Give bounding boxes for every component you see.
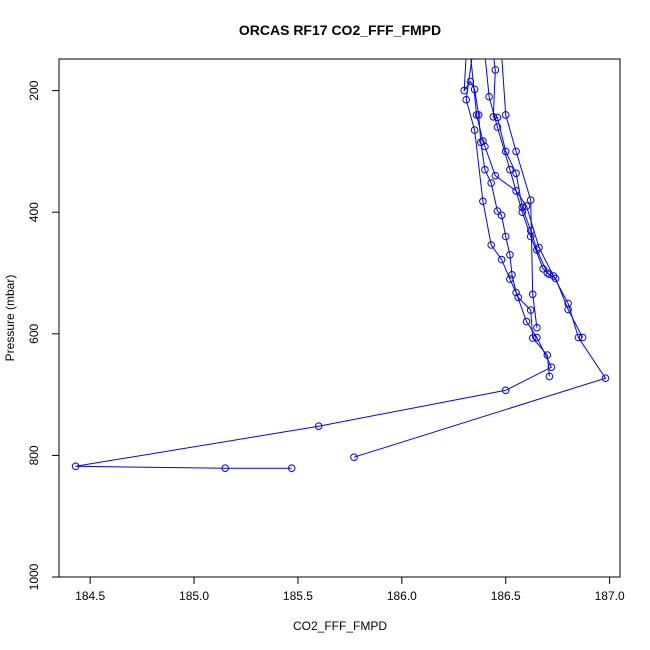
data-point — [526, 226, 535, 235]
data-point — [506, 275, 514, 283]
data-point — [543, 351, 552, 359]
y-tick-label: 400 — [27, 202, 41, 222]
data-point — [462, 95, 471, 104]
data-point — [221, 464, 229, 473]
data-point — [578, 333, 587, 342]
data-point — [493, 123, 502, 131]
data-point — [481, 165, 489, 174]
data-point — [526, 232, 535, 241]
data-point — [545, 270, 554, 279]
data-point — [491, 66, 500, 74]
data-point — [71, 462, 80, 471]
data-point — [314, 422, 323, 431]
data-point — [493, 113, 502, 122]
data-point — [481, 142, 489, 151]
x-axis: 184.5 185.0 185.5 186.0 186.5 187.0 — [75, 577, 625, 603]
x-tick-label: 187.0 — [595, 589, 625, 603]
data-point — [350, 453, 358, 462]
series-3 — [462, 59, 554, 381]
data-point — [514, 293, 523, 302]
data-point — [564, 299, 572, 308]
x-axis-label: CO2_FFF_FMPD — [293, 619, 387, 633]
data-point — [487, 179, 496, 187]
data-point — [522, 317, 531, 326]
series-line — [501, 59, 538, 328]
x-tick-label: 185.5 — [283, 589, 313, 603]
data-point — [533, 333, 541, 342]
data-point — [474, 111, 483, 119]
data-point — [522, 202, 531, 210]
data-point — [512, 169, 520, 178]
data-point — [501, 232, 510, 241]
data-point — [493, 207, 502, 215]
data-point — [501, 386, 510, 395]
data-point — [539, 265, 547, 273]
data-point — [549, 272, 558, 280]
series-line — [492, 59, 584, 338]
data-point — [491, 171, 500, 180]
data-point — [487, 241, 496, 249]
data-point — [472, 111, 481, 119]
data-point — [508, 271, 516, 279]
data-point — [501, 111, 510, 119]
data-point — [545, 372, 554, 381]
series-line — [75, 59, 553, 469]
y-tick-label: 800 — [27, 445, 41, 465]
data-point — [466, 77, 475, 86]
y-tick-label: 600 — [27, 323, 41, 343]
series-6 — [484, 59, 554, 279]
x-tick-label: 186.0 — [387, 589, 417, 603]
data-point — [479, 137, 487, 145]
series-1 — [71, 59, 556, 473]
series-5 — [501, 59, 541, 332]
data-point — [506, 251, 514, 259]
y-axis: 200 400 600 800 1000 — [27, 80, 59, 590]
series-line — [484, 59, 550, 275]
data-point — [551, 274, 560, 283]
series-layer — [71, 59, 610, 473]
y-axis-label: Pressure (mbar) — [3, 275, 17, 362]
data-point — [601, 374, 610, 383]
data-point — [512, 288, 520, 297]
data-point — [512, 147, 520, 156]
y-tick-label: 1000 — [27, 563, 41, 590]
series-4 — [489, 59, 587, 342]
x-tick-label: 185.0 — [179, 589, 209, 603]
data-point — [533, 323, 541, 332]
x-tick-label: 184.5 — [75, 589, 105, 603]
series-line — [465, 59, 550, 377]
data-point — [485, 92, 493, 101]
plot-frame — [58, 58, 621, 578]
x-tick-label: 186.5 — [491, 589, 521, 603]
data-point — [526, 196, 535, 204]
data-point — [497, 211, 506, 220]
data-point — [287, 464, 296, 473]
chart-title: ORCAS RF17 CO2_FFF_FMPD — [239, 22, 441, 38]
y-tick-label: 200 — [27, 80, 41, 100]
series-2 — [350, 59, 610, 462]
data-point — [564, 305, 572, 314]
data-point — [528, 290, 537, 299]
data-point — [479, 197, 487, 206]
data-point — [526, 306, 535, 314]
data-point — [497, 255, 506, 264]
data-point — [518, 208, 527, 216]
data-point — [574, 333, 583, 342]
data-point — [470, 126, 479, 134]
data-point — [506, 165, 514, 174]
data-point — [528, 334, 537, 342]
series-line — [353, 59, 607, 458]
